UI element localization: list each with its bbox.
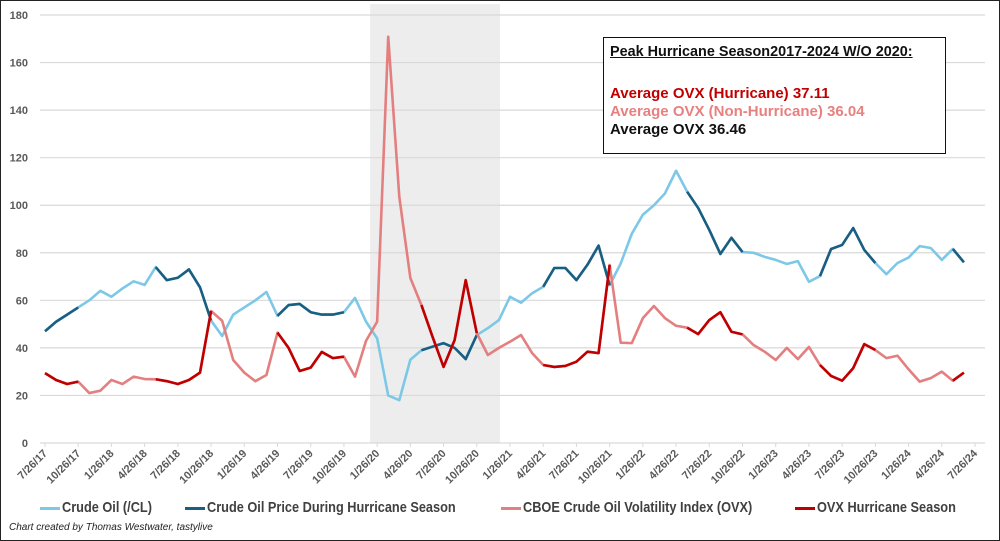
annotation-hurricane-avg: Average OVX (Hurricane) 37.11 xyxy=(610,85,830,102)
ovx-hurricane-line xyxy=(44,371,79,386)
crude-hurricane-line xyxy=(276,302,345,317)
legend-swatch xyxy=(795,507,815,510)
x-tick-label: 10/26/23 xyxy=(842,448,881,487)
crude-hurricane-line xyxy=(154,266,213,321)
y-tick-label: 140 xyxy=(10,105,28,117)
ovx-hurricane-line xyxy=(155,310,213,386)
x-tick-label: 1/26/22 xyxy=(614,448,648,482)
x-tick-label: 10/26/17 xyxy=(45,448,84,487)
x-tick-label: 4/26/18 xyxy=(115,448,149,482)
annotation-title: Peak Hurricane Season2017-2024 W/O 2020: xyxy=(610,43,913,60)
x-tick-label: 10/26/21 xyxy=(576,448,615,487)
x-tick-label: 1/26/21 xyxy=(481,448,515,482)
y-tick-label: 120 xyxy=(10,153,28,165)
x-tick-label: 4/26/22 xyxy=(647,448,681,482)
legend-label: OVX Hurricane Season xyxy=(817,499,956,516)
legend-swatch xyxy=(40,507,60,510)
ovx-hurricane-line xyxy=(542,264,611,369)
x-tick-label: 4/26/23 xyxy=(780,448,814,482)
crude-hurricane-line xyxy=(818,226,877,277)
x-tick-label: 1/26/23 xyxy=(746,448,780,482)
x-tick-label: 10/26/18 xyxy=(177,448,216,487)
crude-hurricane-line xyxy=(44,306,79,333)
x-tick-label: 1/26/20 xyxy=(348,448,382,482)
x-tick-label: 4/26/19 xyxy=(248,448,282,482)
x-tick-label: 1/26/18 xyxy=(82,448,116,482)
y-tick-label: 40 xyxy=(16,343,28,355)
x-tick-label: 4/26/20 xyxy=(381,448,415,482)
ovx-hurricane-line xyxy=(420,278,479,369)
x-tick-label: 7/26/24 xyxy=(946,447,981,482)
x-tick-label: 4/26/21 xyxy=(514,448,548,482)
x-tick-label: 10/26/22 xyxy=(709,448,748,487)
legend-swatch xyxy=(185,507,205,510)
crude-hurricane-line xyxy=(421,334,478,361)
annotation-overall-avg: Average OVX 36.46 xyxy=(610,121,747,138)
legend-label: CBOE Crude Oil Volatility Index (OVX) xyxy=(523,499,753,516)
x-tick-label: 10/26/20 xyxy=(443,448,482,487)
y-tick-label: 180 xyxy=(10,10,28,22)
x-tick-label: 1/26/24 xyxy=(879,447,914,482)
legend: Crude Oil (/CL) Crude Oil Price During H… xyxy=(0,498,1000,518)
ovx-hurricane-line xyxy=(952,371,965,382)
annotation-non-hurricane-avg: Average OVX (Non-Hurricane) 36.04 xyxy=(610,103,865,120)
crude-hurricane-line xyxy=(686,190,744,256)
y-tick-label: 20 xyxy=(16,390,28,402)
y-tick-label: 100 xyxy=(10,200,28,212)
y-tick-label: 80 xyxy=(16,248,28,260)
legend-label: Crude Oil (/CL) xyxy=(62,499,152,516)
ovx-hurricane-line xyxy=(819,342,876,383)
crude-hurricane-line xyxy=(951,248,965,264)
y-tick-label: 0 xyxy=(22,438,28,450)
ovx-hurricane-line xyxy=(686,310,743,336)
annotation-box: Peak Hurricane Season2017-2024 W/O 2020:… xyxy=(603,37,946,154)
x-tick-label: 10/26/19 xyxy=(310,448,349,487)
chart-credit: Chart created by Thomas Westwater, tasty… xyxy=(9,522,213,533)
crude-hurricane-line xyxy=(542,244,611,288)
ovx-hurricane-line xyxy=(276,331,345,373)
legend-label: Crude Oil Price During Hurricane Season xyxy=(207,499,456,516)
x-tick-label: 4/26/24 xyxy=(912,447,947,482)
legend-swatch xyxy=(501,507,521,510)
x-tick-label: 1/26/19 xyxy=(215,448,249,482)
y-tick-label: 60 xyxy=(16,295,28,307)
y-tick-label: 160 xyxy=(10,58,28,70)
